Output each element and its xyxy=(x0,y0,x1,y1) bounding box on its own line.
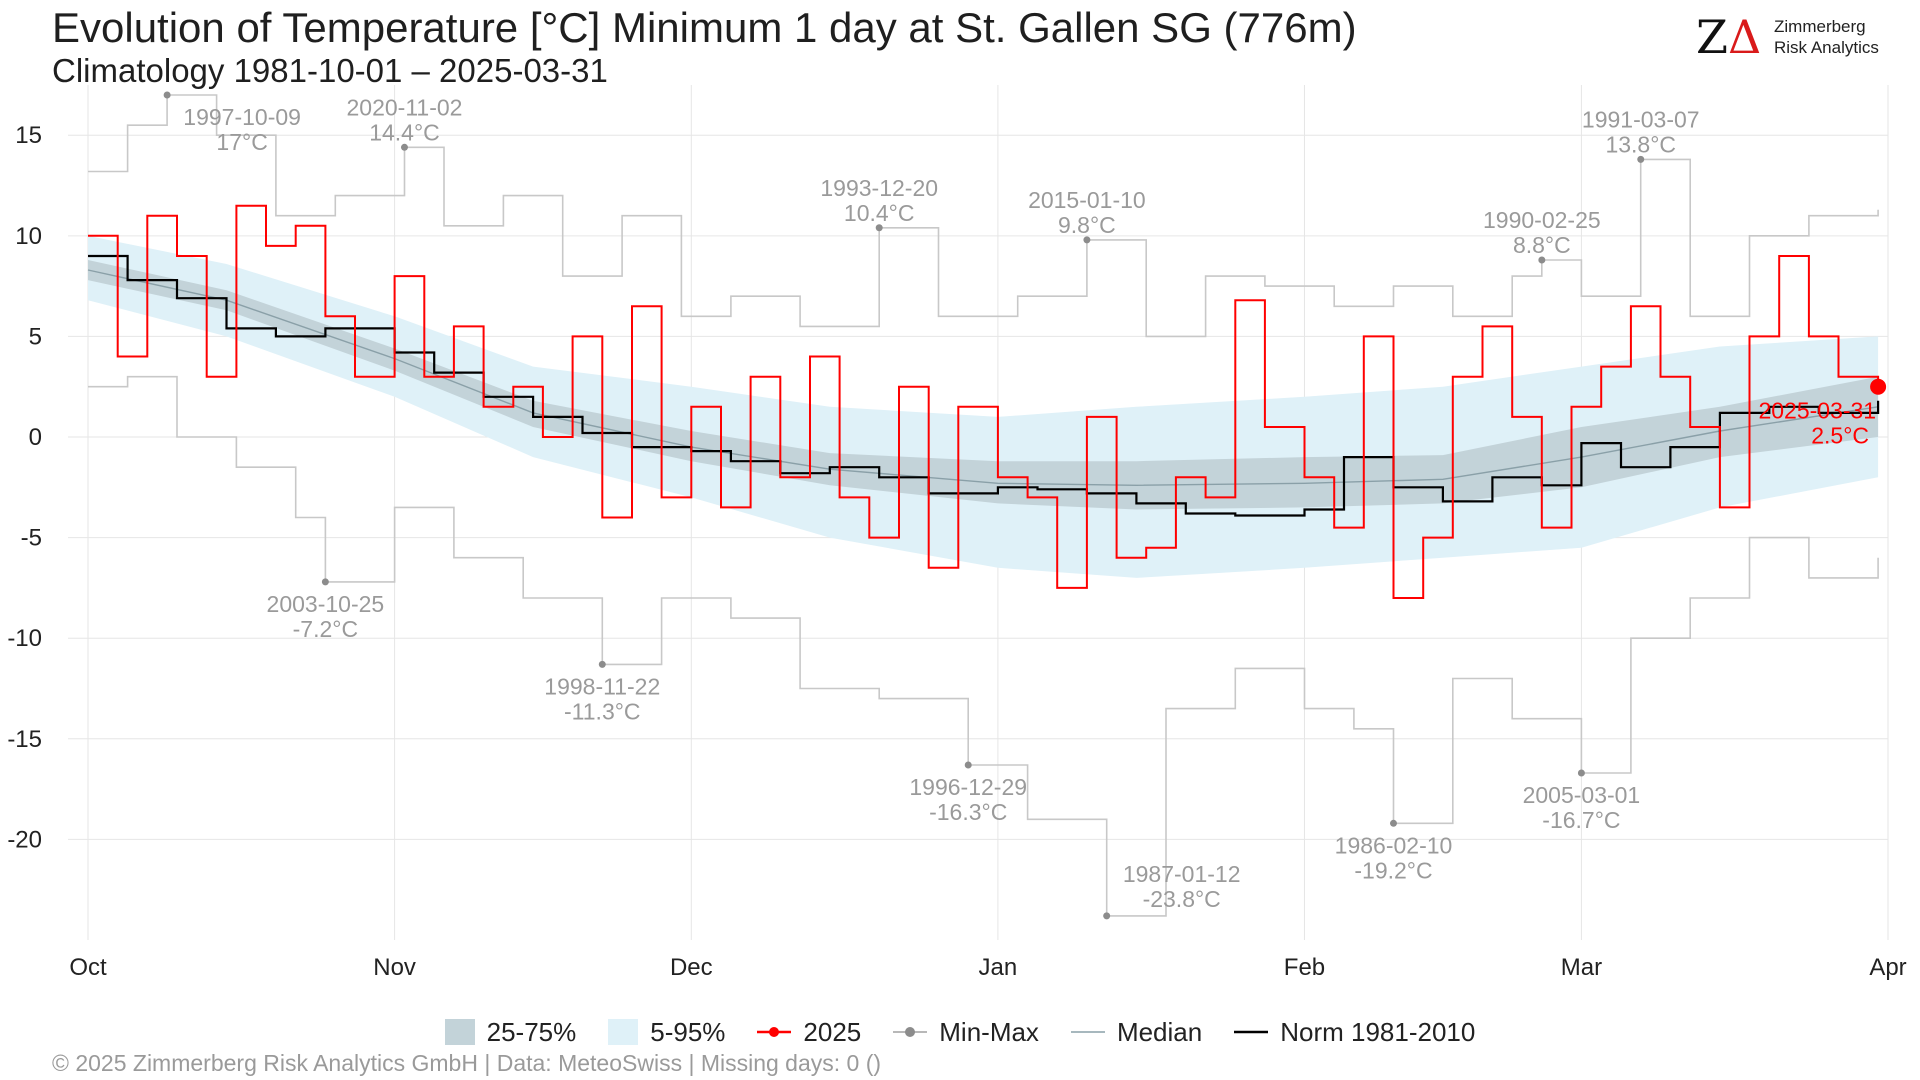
legend-label-2025: 2025 xyxy=(803,1016,862,1047)
legend-label-median: Median xyxy=(1116,1016,1203,1047)
legend-key-median xyxy=(1070,1031,1105,1033)
record-point xyxy=(1538,256,1546,264)
legend-key-25-75 xyxy=(444,1019,475,1045)
current-value-marker xyxy=(1870,378,1887,395)
record-point xyxy=(964,761,972,769)
current-value-label: 2.5°C xyxy=(1811,423,1869,449)
logo-line-2: Risk Analytics xyxy=(1774,38,1879,57)
record-date-label: 2003-10-25 xyxy=(267,591,385,617)
y-tick-label: -5 xyxy=(21,525,42,552)
x-tick-label: Dec xyxy=(670,954,713,981)
record-value-label: 17°C xyxy=(216,129,267,155)
record-value-label: 9.8°C xyxy=(1058,212,1116,238)
record-date-label: 1996-12-29 xyxy=(909,774,1027,800)
record-date-label: 2005-03-01 xyxy=(1523,782,1641,808)
legend-key-5-95 xyxy=(608,1019,639,1045)
record-value-label: -19.2°C xyxy=(1354,857,1432,883)
record-date-label: 1993-12-20 xyxy=(820,175,938,201)
y-tick-label: 10 xyxy=(15,223,42,250)
y-tick-label: -15 xyxy=(7,726,42,753)
record-date-label: 2020-11-02 xyxy=(347,94,463,120)
legend-item-25-75: 25-75% xyxy=(444,1016,577,1048)
record-date-label: 1986-02-10 xyxy=(1335,832,1453,858)
record-point xyxy=(400,143,408,151)
record-point xyxy=(163,91,171,99)
footer-credits: © 2025 Zimmerberg Risk Analytics GmbH | … xyxy=(52,1050,882,1076)
record-date-label: 1991-03-07 xyxy=(1582,106,1700,132)
y-axis: -20 -15 -10 -5 0 5 10 15 xyxy=(7,122,42,853)
y-tick-label: -10 xyxy=(7,625,42,652)
record-point xyxy=(875,224,883,232)
record-point xyxy=(1637,155,1645,163)
legend-label-25-75: 25-75% xyxy=(486,1016,577,1047)
band-25-75 xyxy=(88,260,1879,510)
x-tick-label: Jan xyxy=(979,954,1018,981)
legend-key-min-max xyxy=(893,1027,928,1037)
x-axis: Oct Nov Dec Jan Feb Mar Apr xyxy=(69,954,1906,981)
y-tick-label: 15 xyxy=(15,122,42,149)
x-tick-label: Nov xyxy=(373,954,416,981)
current-date-label: 2025-03-31 xyxy=(1758,398,1876,424)
logo-line-1: Zimmerberg xyxy=(1774,17,1866,36)
record-value-label: 14.4°C xyxy=(369,119,440,145)
record-point xyxy=(1389,819,1397,827)
y-tick-label: 0 xyxy=(29,424,42,451)
record-value-label: -11.3°C xyxy=(564,698,641,724)
legend-item-2025: 2025 xyxy=(757,1017,861,1048)
logo-mark: ZΔ xyxy=(1696,10,1762,64)
record-value-label: 13.8°C xyxy=(1605,131,1676,157)
legend-item-5-95: 5-95% xyxy=(608,1017,725,1048)
logo-name: Zimmerberg Risk Analytics xyxy=(1774,16,1879,58)
x-tick-label: Feb xyxy=(1284,954,1325,981)
record-date-label: 1998-11-22 xyxy=(544,673,660,699)
company-logo: ZΔ Zimmerberg Risk Analytics xyxy=(1696,12,1896,62)
record-value-label: -16.3°C xyxy=(929,799,1007,825)
x-tick-label: Oct xyxy=(69,954,107,981)
record-date-label: 1987-01-12 xyxy=(1123,861,1241,887)
y-tick-label: -20 xyxy=(7,826,42,853)
legend-item-median: Median xyxy=(1070,1016,1203,1048)
chart-subtitle: Climatology 1981-10-01 – 2025-03-31 xyxy=(52,52,608,89)
legend-label-min-max: Min-Max xyxy=(939,1016,1039,1047)
legend-label-5-95: 5-95% xyxy=(650,1016,726,1047)
legend: 25-75% 5-95% 2025 Min-Max Median Norm 19… xyxy=(0,1012,1920,1052)
series-min-line xyxy=(88,375,1879,917)
legend-key-norm xyxy=(1234,1030,1269,1034)
record-point xyxy=(1577,769,1585,777)
legend-key-2025 xyxy=(757,1027,792,1037)
record-point xyxy=(1083,236,1091,244)
record-value-label: 8.8°C xyxy=(1513,232,1571,258)
record-date-label: 2015-01-10 xyxy=(1028,187,1146,213)
chart-title: Evolution of Temperature [°C] Minimum 1 … xyxy=(52,4,1357,51)
x-tick-label: Mar xyxy=(1561,954,1602,981)
record-point xyxy=(1103,912,1111,920)
legend-item-norm: Norm 1981-2010 xyxy=(1234,1017,1475,1048)
record-date-label: 1990-02-25 xyxy=(1483,207,1601,233)
series-2025-line xyxy=(88,204,1880,599)
record-value-label: -23.8°C xyxy=(1143,886,1221,912)
series-max-line xyxy=(88,94,1879,338)
record-point xyxy=(321,578,329,586)
record-value-label: -16.7°C xyxy=(1542,807,1620,833)
record-value-label: -7.2°C xyxy=(293,616,358,642)
record-point xyxy=(598,660,606,668)
legend-label-norm: Norm 1981-2010 xyxy=(1280,1016,1476,1047)
legend-item-min-max: Min-Max xyxy=(893,1017,1039,1048)
x-tick-label: Apr xyxy=(1869,954,1906,981)
y-tick-label: 5 xyxy=(29,323,42,350)
record-date-label: 1997-10-09 xyxy=(183,104,301,130)
record-value-label: 10.4°C xyxy=(844,200,915,226)
